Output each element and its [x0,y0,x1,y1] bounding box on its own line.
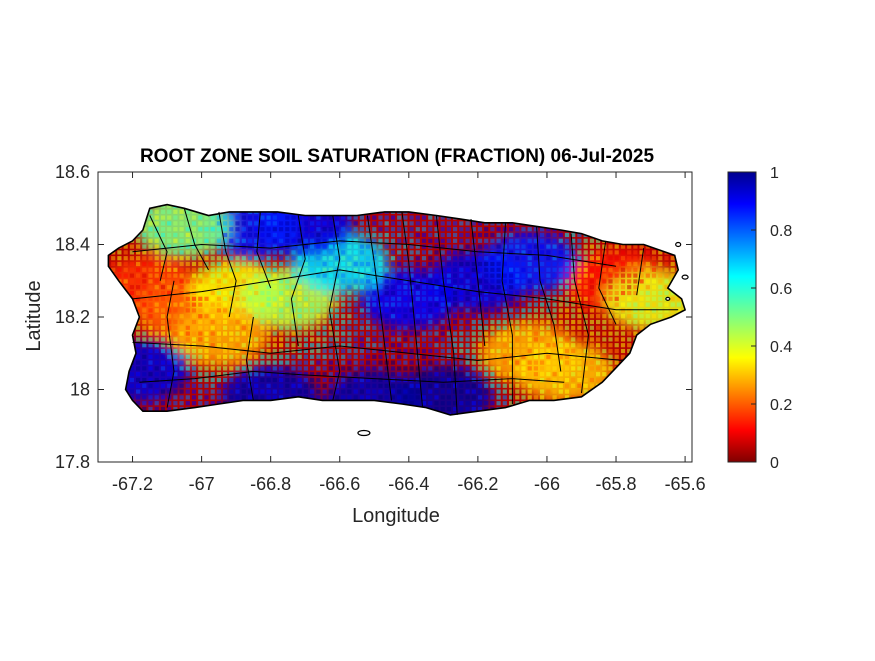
municipality-boundary [570,233,589,394]
municipality-boundary [132,269,679,311]
municipality-boundary [401,211,424,408]
municipality-boundary [328,215,341,401]
x-axis-label: Longitude [352,505,440,527]
colorbar-tick-label: 0.2 [770,397,792,414]
islet [681,274,689,280]
colorbar-ticks: 1 0.8 0.6 0.4 0.2 0 [751,165,792,472]
y-tick-label: 17.8 [55,452,90,472]
colorbar-tick-label: 1 [770,165,779,182]
colorbar [727,171,757,463]
chart-title: ROOT ZONE SOIL SATURATION (FRACTION) 06-… [140,146,655,167]
x-tick-label: -65.6 [665,474,706,494]
municipality-boundary [149,215,168,281]
x-tick-label: -66.2 [457,474,498,494]
municipality-boundary [183,208,209,271]
municipality-boundary [470,219,486,347]
y-axis-ticks: 18.6 18.4 18.2 18 17.8 [55,162,692,472]
islet [665,296,671,301]
colorbar-tick-label: 0 [770,455,779,472]
x-tick-label: -66.4 [388,474,429,494]
municipality-boundary [290,215,306,347]
municipality-boundary [132,341,623,362]
x-axis-ticks: -67.2 -67 -66.8 -66.6 -66.4 -66.2 -66 -65.8 -65.… [112,172,706,494]
x-tick-label: -66.6 [319,474,360,494]
municipality-boundary [501,222,513,404]
y-tick-label: 18.4 [55,235,90,255]
municipality-boundary [166,280,175,408]
colorbar-tick-label: 0.6 [770,281,792,298]
municipality-boundary [256,211,272,289]
municipality-boundary [553,324,562,372]
x-tick-label: -66 [534,474,560,494]
soil-saturation-map [108,204,686,415]
municipality-boundary [536,226,555,325]
municipality-boundaries [132,208,679,415]
municipality-boundary [139,370,565,383]
municipality-boundary [366,215,392,401]
y-tick-label: 18 [70,380,90,400]
municipality-boundary [598,240,617,325]
municipality-boundary [218,211,237,318]
x-tick-label: -65.8 [596,474,637,494]
island-outline [107,203,687,416]
colorbar-tick-label: 0.8 [770,223,792,240]
x-tick-label: -66.8 [250,474,291,494]
municipality-boundary [245,316,254,401]
islet [357,429,371,437]
y-tick-label: 18.2 [55,307,90,327]
islets [357,241,689,437]
colorbar-tick-label: 0.4 [770,339,792,356]
x-tick-label: -67.2 [112,474,153,494]
x-tick-label: -67 [189,474,215,494]
municipality-boundary [636,248,645,296]
y-axis-label: Latitude [23,280,45,351]
y-tick-label: 18.6 [55,162,90,182]
islet [675,241,682,248]
municipality-boundary [132,240,617,267]
